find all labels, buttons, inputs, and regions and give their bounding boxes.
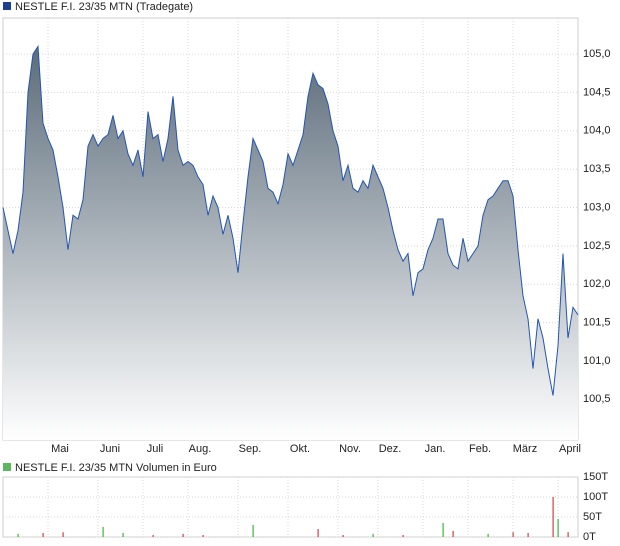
- x-tick-label: Nov.: [339, 443, 361, 455]
- y-tick-label: 103,5: [583, 163, 611, 175]
- y-tick-label: 102,5: [583, 240, 611, 252]
- x-tick-label: Juni: [100, 443, 120, 455]
- x-tick-label: März: [513, 443, 537, 455]
- bar: [317, 529, 319, 537]
- y-tick-label: 150T: [583, 471, 608, 483]
- y-tick-label: 105,0: [583, 48, 611, 60]
- bar: [17, 533, 19, 537]
- bar: [252, 525, 254, 537]
- bar: [402, 535, 404, 537]
- x-tick-label: Dez.: [379, 443, 402, 455]
- x-tick-label: April: [559, 443, 581, 455]
- x-tick-label: Juli: [147, 443, 164, 455]
- x-tick-label: Okt.: [290, 443, 310, 455]
- x-tick-label: Aug.: [189, 443, 212, 455]
- x-tick-label: Sep.: [239, 443, 262, 455]
- x-tick-label: Jan.: [425, 443, 446, 455]
- chart-title: NESTLE F.I. 23/35 MTN (Tradegate): [15, 1, 193, 13]
- bar: [122, 533, 124, 537]
- chart-title: NESTLE F.I. 23/35 MTN Volumen in Euro: [15, 462, 217, 474]
- bar: [452, 531, 454, 537]
- bar: [152, 535, 154, 537]
- x-tick-label: Feb.: [469, 443, 491, 455]
- y-tick-label: 103,0: [583, 201, 611, 213]
- x-tick-label: Mai: [51, 443, 69, 455]
- bar: [527, 533, 529, 537]
- bar: [442, 523, 444, 537]
- bar: [42, 533, 44, 537]
- legend-marker: [3, 2, 11, 10]
- y-tick-label: 104,0: [583, 125, 611, 137]
- y-tick-label: 101,5: [583, 317, 611, 329]
- bar: [102, 527, 104, 537]
- bar: [182, 533, 184, 537]
- bar: [512, 532, 514, 537]
- y-tick-label: 100,5: [583, 393, 611, 405]
- bar: [342, 535, 344, 537]
- line: [2, 44, 579, 396]
- bar: [62, 532, 64, 537]
- plot-frame: [2, 476, 579, 538]
- bar: [552, 497, 554, 537]
- bar: [557, 519, 559, 537]
- bar: [202, 535, 204, 537]
- y-tick-label: 102,0: [583, 278, 611, 290]
- bar: [487, 533, 489, 537]
- y-tick-label: 104,5: [583, 86, 611, 98]
- area: [3, 46, 578, 441]
- legend-marker: [3, 463, 11, 471]
- y-tick-label: 50T: [583, 511, 602, 523]
- bar: [372, 533, 374, 537]
- y-tick-label: 101,0: [583, 355, 611, 367]
- y-tick-label: 100T: [583, 491, 608, 503]
- y-tick-label: 0T: [583, 531, 596, 543]
- bar: [567, 532, 569, 537]
